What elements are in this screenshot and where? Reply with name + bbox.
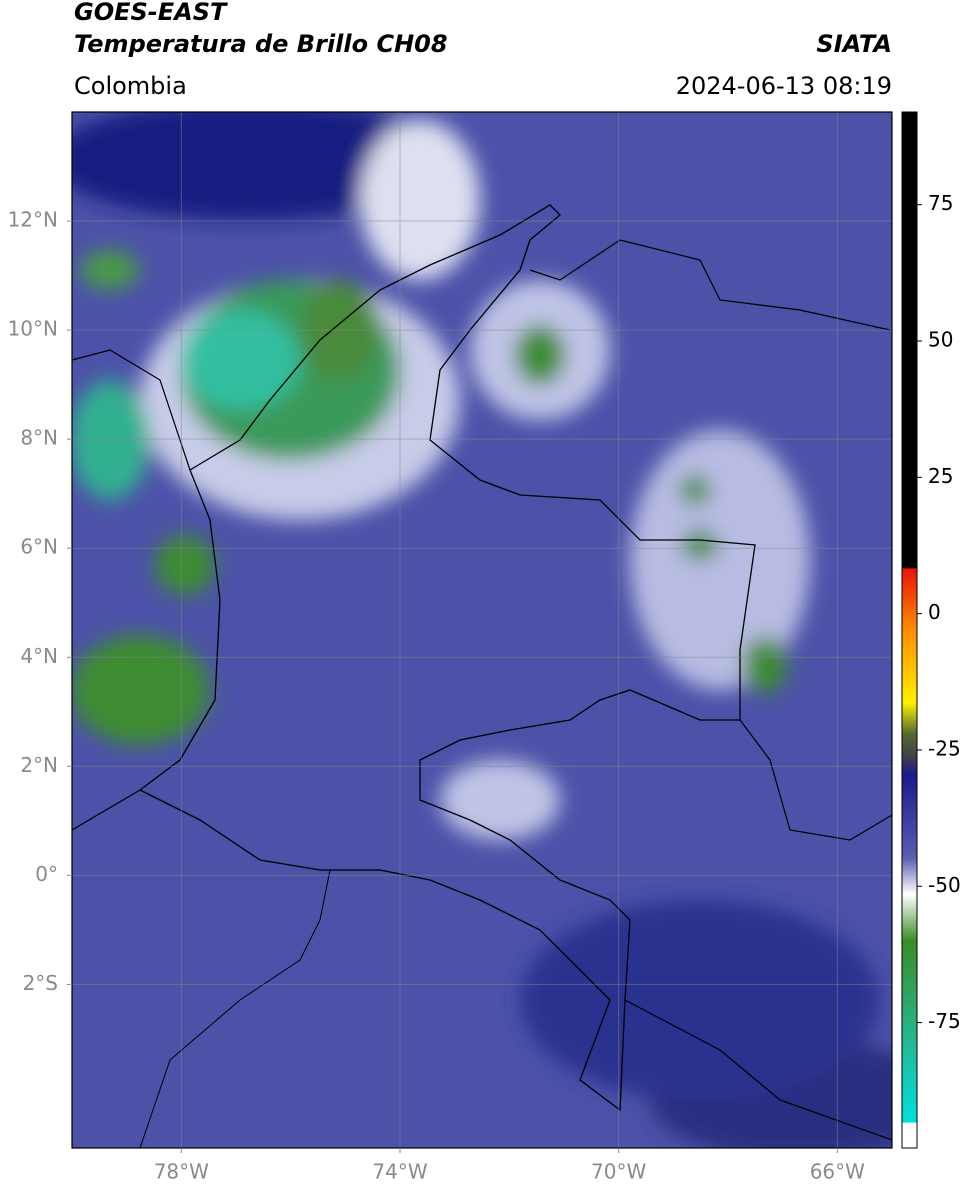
- y-tick-label: 12°N: [8, 208, 58, 232]
- colorbar-tick-label: 25: [928, 464, 953, 488]
- colorbar: [901, 111, 918, 1149]
- colorbar-tick-label: 0: [928, 600, 941, 624]
- colorbar-tick-label: -75: [928, 1009, 961, 1033]
- y-tick-label: 6°N: [20, 535, 58, 559]
- colorbar-tick-label: 50: [928, 328, 953, 352]
- colorbar-tick-label: -50: [928, 873, 961, 897]
- satellite-image: [72, 112, 892, 1148]
- y-tick-label: 2°N: [20, 753, 58, 777]
- source: SIATA: [816, 30, 892, 58]
- datetime: 2024-06-13 08:19: [676, 72, 892, 100]
- y-tick-label: 8°N: [20, 426, 58, 450]
- x-tick-label: 70°W: [591, 1160, 646, 1184]
- x-tick-label: 78°W: [154, 1160, 209, 1184]
- subtitle: Temperatura de Brillo CH08: [74, 30, 448, 58]
- y-tick-label: 4°N: [20, 644, 58, 668]
- y-tick-label: 2°S: [23, 971, 58, 995]
- x-tick-label: 74°W: [372, 1160, 427, 1184]
- y-tick-label: 0°: [35, 862, 58, 886]
- map-frame: [71, 111, 893, 1149]
- title: GOES-EAST: [74, 0, 228, 26]
- region: Colombia: [74, 72, 187, 100]
- y-tick-label: 10°N: [8, 317, 58, 341]
- colorbar-tick-label: 75: [928, 191, 953, 215]
- colorbar-tick-label: -25: [928, 736, 961, 760]
- x-tick-label: 66°W: [810, 1160, 865, 1184]
